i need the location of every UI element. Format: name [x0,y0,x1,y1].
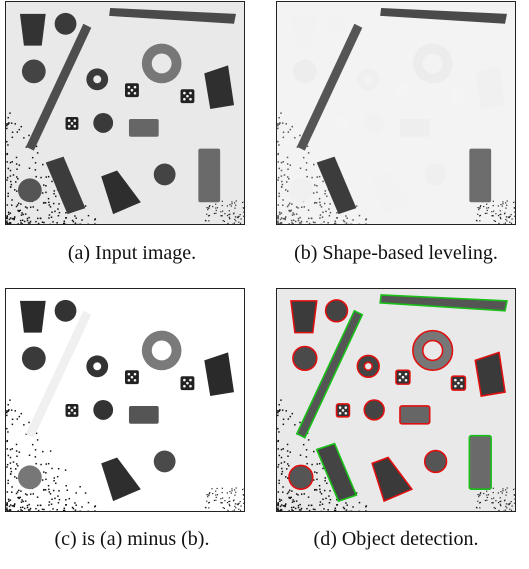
leveling-image [277,2,515,224]
noise-speckle [6,399,244,511]
washer [356,354,380,378]
flask-right [475,65,506,110]
pen-diagonal [296,23,363,151]
ring-large [412,43,453,84]
washer [86,355,109,378]
coin-left [292,59,317,84]
caption-d: (d) Object detection. [313,528,479,550]
panel-input-image [5,1,245,225]
ring-large [412,329,454,371]
ring-large [141,43,182,84]
panel-shape-based-leveling [276,1,516,225]
noise-speckle [277,112,515,224]
box-label [315,442,358,503]
detection-image [277,289,515,511]
lighter-tall [469,148,492,203]
coin-bottom-left [288,464,314,490]
pen-top [379,294,508,312]
coin-top [325,12,348,35]
lighter-tall [468,434,492,490]
lighter-short [128,405,159,424]
coin-small [93,400,114,420]
difference-image [6,289,244,511]
pen-diagonal [25,310,92,438]
lighter-short [399,405,431,425]
caption-b: (b) Shape-based leveling. [294,242,498,264]
coin-top [54,299,77,322]
caption-c: (c) is (a) minus (b). [54,528,210,550]
coin-top [324,299,349,323]
panel-difference [5,288,245,512]
ring-large [141,330,182,371]
flask-bottom [101,170,141,215]
coin-bottom-right [153,450,176,473]
pen-diagonal [295,309,364,439]
coin-bottom-right [153,163,176,186]
input-image [6,2,244,224]
lighter-short [128,118,159,137]
flask-top-left [19,13,46,46]
coin-small [364,113,385,133]
pen-top [109,7,236,24]
coin-bottom-right [423,449,448,474]
caption-a: (a) Input image. [67,242,197,264]
coin-bottom-left [17,465,42,490]
flask-right [204,352,235,397]
flask-bottom [371,456,414,503]
lighter-short [399,118,430,137]
panel-object-detection [276,288,516,512]
flask-right [204,65,235,110]
flask-bottom [372,170,412,215]
washer [86,68,109,91]
coin-left [21,59,46,84]
flask-top-left [290,13,317,46]
coin-small [363,399,385,421]
pen-top [380,7,507,24]
coin-left [21,346,46,371]
flask-bottom [101,457,141,502]
coin-bottom-left [288,178,313,203]
coin-top [54,12,77,35]
box-label [45,156,86,215]
flask-top-left [19,300,46,333]
pen-diagonal [25,23,92,151]
coin-left [292,345,318,372]
lighter-tall [198,148,221,203]
coin-small [93,113,114,133]
coin-bottom-left [17,178,42,203]
coin-bottom-right [424,163,447,186]
flask-top-left [290,300,318,334]
washer [357,68,380,91]
box-label [316,156,357,215]
flask-right [474,351,506,397]
